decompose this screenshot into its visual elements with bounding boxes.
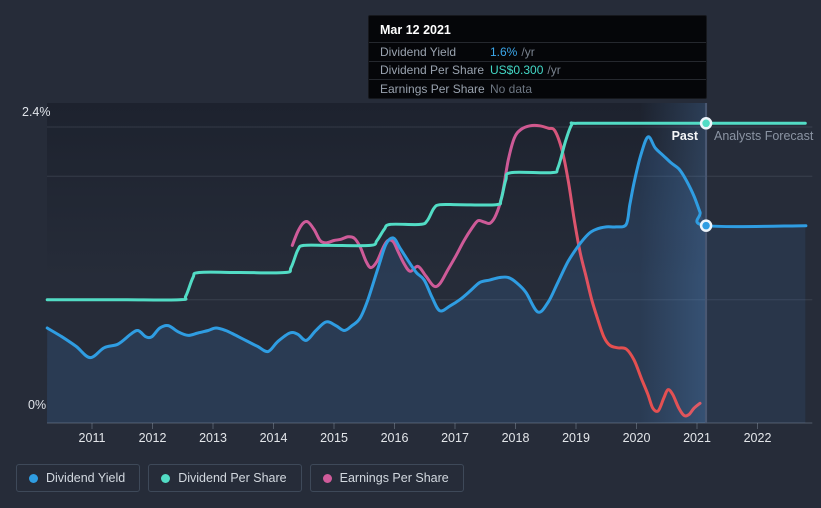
tooltip-row-value: No data <box>490 81 533 96</box>
tooltip-row-label: Dividend Per Share <box>380 63 485 78</box>
legend-item-label: Earnings Per Share <box>339 471 449 485</box>
legend-item-dividend-yield[interactable]: Dividend Yield <box>16 464 141 492</box>
tooltip-row-value: 1.6% <box>490 44 518 59</box>
past-zone-label: Past <box>671 129 698 143</box>
y-axis-label-max: 2.4% <box>22 105 51 119</box>
tooltip-date: Mar 12 2021 <box>380 23 451 37</box>
legend-dot-icon <box>29 473 38 483</box>
legend-dot-icon <box>322 473 332 483</box>
legend-item-earnings-per-share[interactable]: Earnings Per Share <box>309 464 464 492</box>
x-axis-label-2017: 2017 <box>441 431 469 445</box>
tooltip-row-1: Dividend Per Share US$0.300/yr <box>369 60 706 80</box>
tooltip-row-0: Dividend Yield 1.6%/yr <box>369 42 706 61</box>
tooltip-row-label: Earnings Per Share <box>380 81 485 96</box>
dividend-yield-line <box>45 135 808 360</box>
chart-legend: Dividend Yield Dividend Per Share Earnings… <box>16 464 464 492</box>
earnings-per-share-line <box>290 123 702 418</box>
current-value-markers <box>699 117 713 232</box>
tooltip-row-unit: /yr <box>547 63 561 78</box>
x-axis-label-2018: 2018 <box>501 431 530 445</box>
x-axis-label-2016: 2016 <box>380 431 409 445</box>
x-axis-label-2021: 2021 <box>683 431 711 445</box>
x-axis-label-2014: 2014 <box>259 431 288 445</box>
tooltip-row-unit: /yr <box>521 44 535 59</box>
legend-item-dividend-per-share[interactable]: Dividend Per Share <box>148 464 302 492</box>
dividend-yield-area-fill <box>47 136 707 423</box>
x-axis-label-2020: 2020 <box>622 431 651 445</box>
x-axis-label-2011: 2011 <box>78 431 106 445</box>
x-axis-label-2013: 2013 <box>199 431 227 445</box>
forecast-zone-label: Analysts Forecast <box>714 129 814 143</box>
tooltip-row-label: Dividend Yield <box>380 44 457 59</box>
x-axis-label-2015: 2015 <box>320 431 348 445</box>
x-axis-ticks <box>91 423 758 429</box>
x-axis-label-2019: 2019 <box>562 431 590 445</box>
x-axis-label-2012: 2012 <box>138 431 167 445</box>
legend-item-label: Dividend Per Share <box>178 471 287 485</box>
dividend-per-share-line <box>45 121 807 302</box>
tooltip-row-value: US$0.300 <box>490 63 544 78</box>
dividend-yield-forecast-fill <box>706 225 806 423</box>
legend-dot-icon <box>161 473 171 483</box>
tooltip-row-2: Earnings Per Share No data <box>369 79 706 98</box>
x-axis-label-2022: 2022 <box>743 431 772 445</box>
chart-tooltip: Mar 12 2021 Dividend Yield 1.6%/yr Dividen… <box>368 15 707 99</box>
y-axis-label-min: 0% <box>28 398 47 412</box>
legend-item-label: Dividend Yield <box>46 471 126 485</box>
divider-highlight-band <box>640 103 707 423</box>
